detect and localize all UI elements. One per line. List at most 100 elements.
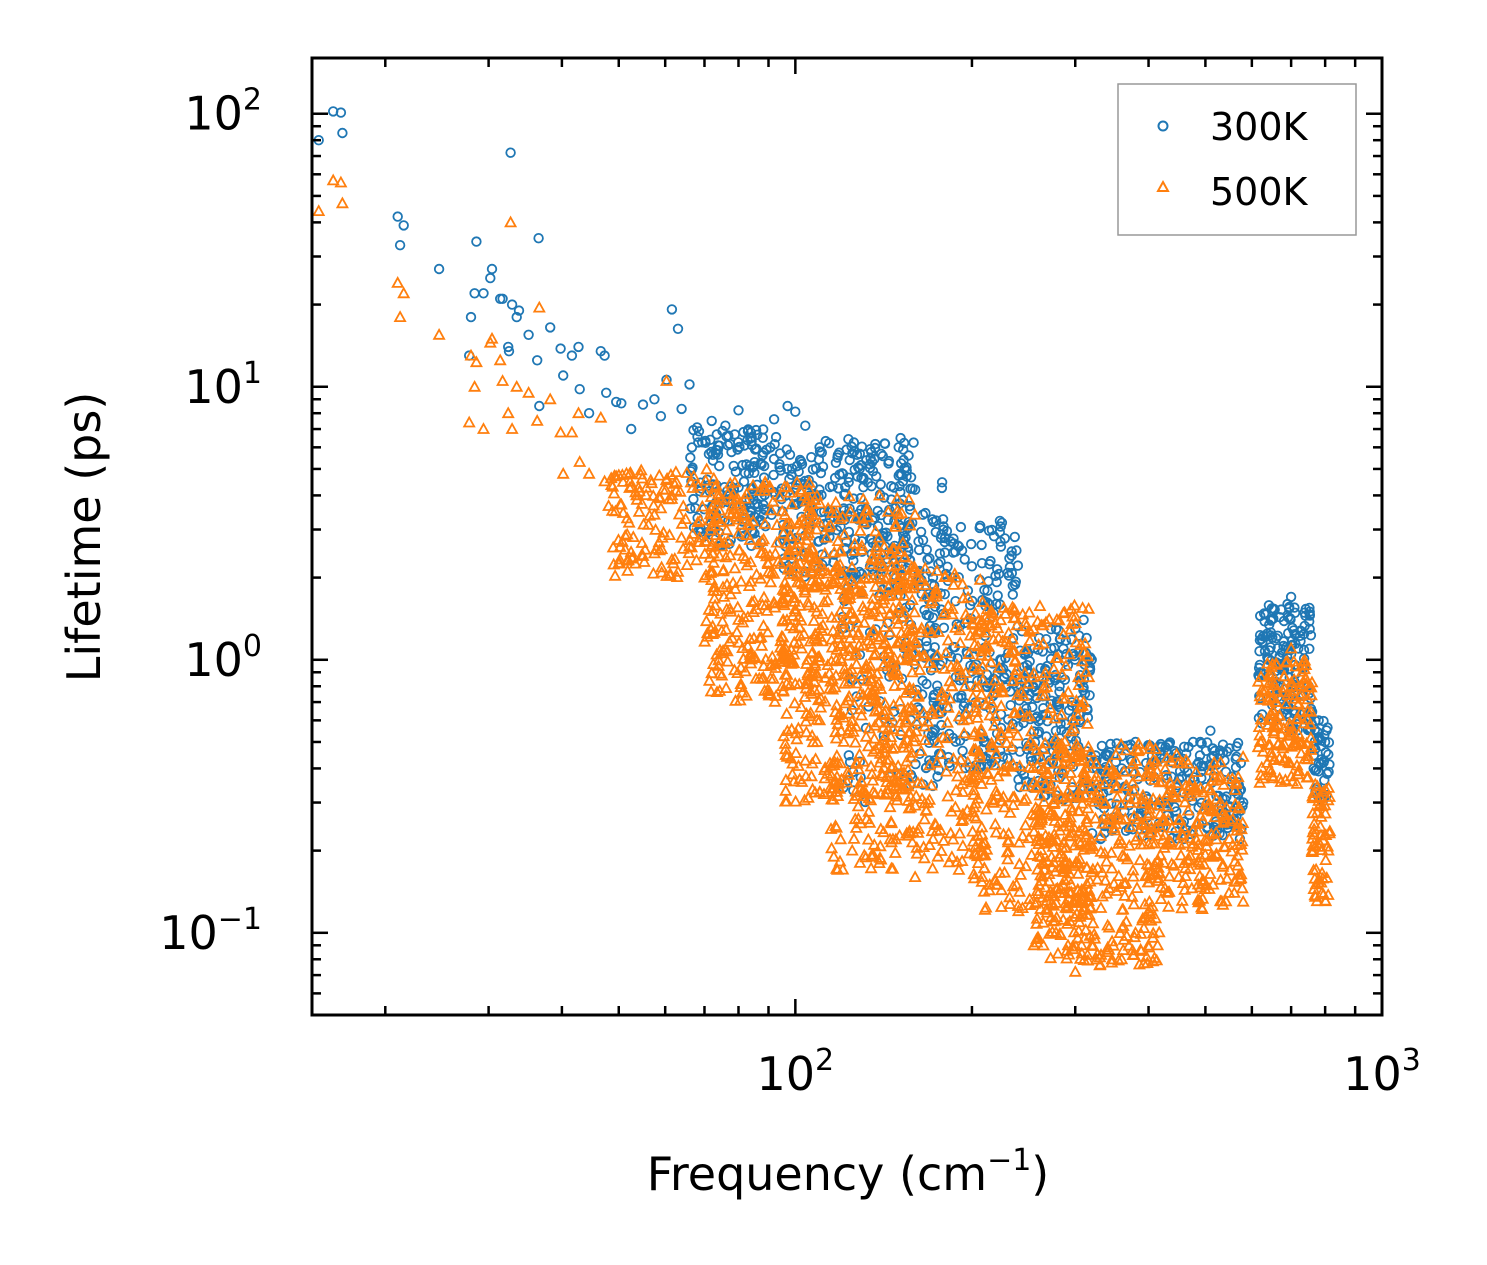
point-500K-1495 xyxy=(991,735,1005,748)
point-500K-1551 xyxy=(1072,678,1086,690)
point-500K-2457 xyxy=(1298,653,1312,666)
point-500K-1370 xyxy=(938,569,953,582)
point-300K-43 xyxy=(649,394,660,405)
point-500K-1955 xyxy=(1132,957,1146,970)
point-500K-1244 xyxy=(930,585,944,598)
point-500K-604 xyxy=(881,504,895,517)
point-500K-2300 xyxy=(1158,828,1172,840)
point-500K-2019 xyxy=(1029,916,1044,929)
point-500K-1275 xyxy=(831,789,845,801)
point-300K-1579 xyxy=(1316,754,1327,765)
point-500K-22 xyxy=(510,379,524,392)
point-300K-1466 xyxy=(1304,606,1315,617)
point-500K-1033 xyxy=(966,690,980,703)
point-300K-931 xyxy=(938,524,949,536)
point-500K-274 xyxy=(717,535,731,548)
point-500K-2237 xyxy=(1231,858,1245,871)
point-500K-451 xyxy=(735,517,749,530)
point-500K-1986 xyxy=(1114,797,1128,810)
point-500K-1745 xyxy=(1000,845,1014,858)
point-500K-990 xyxy=(975,595,990,607)
point-500K-779 xyxy=(792,516,806,528)
point-500K-828 xyxy=(813,496,827,509)
point-500K-1719 xyxy=(979,610,993,623)
point-500K-2470 xyxy=(1268,753,1282,765)
point-500K-1568 xyxy=(1067,721,1081,734)
point-300K-222 xyxy=(768,453,780,465)
point-500K-2497 xyxy=(1298,751,1312,764)
point-500K-2349 xyxy=(1209,848,1223,861)
point-500K-2448 xyxy=(1304,743,1318,755)
point-300K-808 xyxy=(1003,714,1014,725)
point-500K-2029 xyxy=(1061,815,1075,828)
point-500K-1754 xyxy=(994,613,1008,626)
point-500K-1345 xyxy=(884,861,898,874)
point-500K-1569 xyxy=(979,638,993,651)
point-500K-2127 xyxy=(1046,840,1060,852)
point-500K-2288 xyxy=(1225,844,1239,857)
point-500K-924 xyxy=(857,515,871,528)
point-500K-2147 xyxy=(1216,859,1230,872)
point-500K-1483 xyxy=(975,875,989,887)
point-500K-1337 xyxy=(891,667,905,679)
point-500K-1953 xyxy=(1148,742,1163,754)
point-500K-579 xyxy=(852,747,867,760)
point-300K-1254 xyxy=(1230,762,1242,773)
point-300K-52 xyxy=(706,415,717,427)
point-500K-2088 xyxy=(1101,940,1115,953)
point-500K-1404 xyxy=(975,870,989,882)
point-500K-1029 xyxy=(934,844,948,856)
point-500K-1375 xyxy=(904,789,918,802)
point-500K-537 xyxy=(705,666,719,679)
point-500K-545 xyxy=(789,794,803,807)
point-300K-1095 xyxy=(1027,701,1038,713)
point-500K-632 xyxy=(778,737,792,749)
point-500K-1361 xyxy=(908,798,922,811)
point-500K-3 xyxy=(326,173,340,186)
point-300K-38 xyxy=(601,387,612,399)
point-500K-90 xyxy=(674,530,689,543)
point-500K-2068 xyxy=(1118,889,1132,901)
point-500K-1422 xyxy=(1034,688,1048,701)
point-500K-1730 xyxy=(1030,884,1044,896)
point-500K-2475 xyxy=(1277,669,1291,682)
point-500K-1154 xyxy=(889,789,903,802)
point-500K-791 xyxy=(795,775,809,787)
point-300K-48 xyxy=(676,403,687,415)
point-500K-2281 xyxy=(1161,899,1176,912)
point-300K-257 xyxy=(749,457,760,468)
point-500K-785 xyxy=(874,558,888,571)
point-500K-2568 xyxy=(1316,785,1331,797)
point-500K-1748 xyxy=(1016,829,1030,841)
point-500K-1196 xyxy=(895,610,909,622)
point-300K-794 xyxy=(995,541,1007,552)
point-500K-315 xyxy=(715,614,730,627)
point-500K-40 xyxy=(659,374,674,386)
x-tick-label-base: 10 xyxy=(756,1047,815,1101)
point-500K-183 xyxy=(618,542,632,555)
point-500K-218 xyxy=(652,543,667,556)
legend: 300K 500K xyxy=(1117,83,1357,236)
point-500K-449 xyxy=(715,493,729,505)
point-500K-1285 xyxy=(848,647,862,660)
point-500K-1205 xyxy=(912,649,926,661)
point-500K-1263 xyxy=(975,827,989,840)
point-500K-1921 xyxy=(1131,812,1145,825)
point-500K-199 xyxy=(625,551,639,564)
point-300K-39 xyxy=(611,396,622,408)
point-500K-1930 xyxy=(1030,911,1044,924)
point-500K-2488 xyxy=(1256,744,1270,757)
point-500K-1610 xyxy=(967,800,981,813)
point-500K-2056 xyxy=(1056,878,1070,891)
point-500K-2499 xyxy=(1289,659,1303,672)
point-500K-1367 xyxy=(850,789,864,801)
point-500K-2469 xyxy=(1273,771,1287,784)
point-500K-2404 xyxy=(1289,712,1304,725)
point-500K-2096 xyxy=(1061,872,1075,885)
point-500K-431 xyxy=(804,561,818,573)
point-500K-1770 xyxy=(1126,863,1140,876)
legend-label-500K: 500K xyxy=(1210,170,1309,214)
point-300K-89 xyxy=(1195,736,1206,748)
point-500K-1213 xyxy=(912,822,926,834)
point-300K-98 xyxy=(1285,591,1297,603)
